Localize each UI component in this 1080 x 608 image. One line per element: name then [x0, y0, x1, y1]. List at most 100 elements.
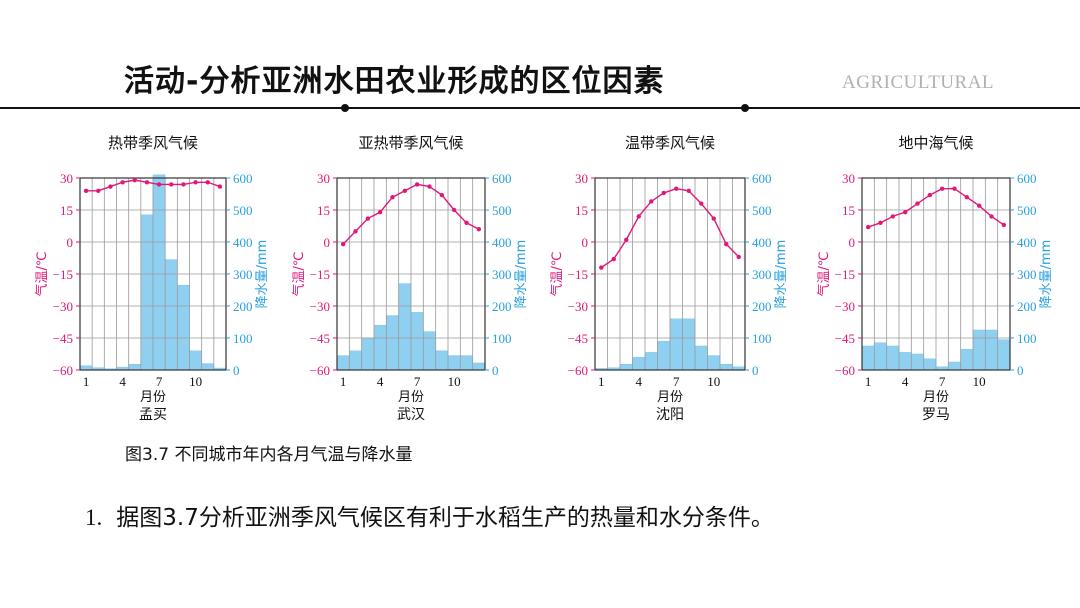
temperature-point	[464, 220, 469, 225]
temperature-point	[181, 182, 186, 187]
temperature-line	[867, 187, 1005, 228]
climate-type-title: 热带季风气候	[108, 134, 198, 152]
precipitation-bar	[423, 331, 436, 371]
precip-tick-label: 500	[492, 203, 512, 218]
temperature-point	[939, 186, 945, 191]
temp-tick-label: 0	[582, 235, 589, 250]
temperature-point	[878, 220, 883, 225]
month-axis-title: 月份	[657, 390, 683, 405]
precipitation-bar	[719, 363, 733, 371]
temp-tick-label: 0	[849, 235, 856, 250]
month-tick-label: 1	[83, 374, 90, 389]
precipitation-bar	[373, 324, 387, 371]
temp-tick-label: −15	[53, 267, 73, 282]
precipitation-bar	[79, 365, 93, 371]
temp-tick-label: −60	[568, 363, 588, 378]
precipitation-bar	[874, 342, 887, 371]
month-tick-label: 10	[448, 374, 461, 389]
precipitation-bar	[164, 259, 178, 371]
precipitation-bar	[460, 355, 473, 371]
temp-tick-label: −30	[835, 299, 855, 314]
temp-tick-label: 15	[60, 203, 73, 218]
temp-tick-label: −45	[310, 331, 330, 346]
precipitation-bar	[152, 174, 166, 371]
city-label: 沈阳	[656, 407, 684, 423]
precipitation-bar	[201, 363, 215, 371]
question-item: 1. 据图3.7分析亚洲季风气候区有利于水稻生产的热量和水分条件。	[85, 498, 774, 532]
precipitation-bar	[948, 361, 961, 371]
precipitation-bar	[177, 284, 190, 371]
temperature-point	[427, 184, 432, 189]
temp-tick-label: −45	[53, 331, 73, 346]
temperature-point	[599, 265, 604, 270]
precip-tick-label: 600	[1017, 171, 1037, 186]
precip-tick-label: 0	[492, 363, 499, 378]
month-tick-label: 7	[156, 374, 163, 389]
temp-tick-label: 30	[60, 171, 73, 186]
month-axis-title: 月份	[140, 390, 166, 405]
temp-tick-label: 15	[317, 203, 330, 218]
temperature-point	[686, 188, 691, 193]
precipitation-bar	[361, 337, 375, 371]
brand-watermark: AGRICULTURAL	[842, 72, 995, 93]
precipitation-bar	[386, 315, 399, 371]
temperature-point	[402, 188, 408, 193]
temp-axis-title: 气温/℃	[549, 252, 565, 297]
precip-tick-label: 300	[1017, 267, 1037, 282]
temp-tick-label: −45	[568, 331, 588, 346]
city-label: 孟买	[139, 407, 167, 423]
month-tick-label: 4	[902, 374, 909, 389]
precipitation-bar	[923, 358, 937, 371]
precip-tick-label: 600	[752, 171, 772, 186]
temperature-point	[390, 195, 395, 200]
precip-tick-label: 0	[233, 363, 240, 378]
precipitation-bar	[682, 318, 696, 371]
page-title: 活动-分析亚洲水田农业形成的区位因素	[124, 64, 665, 99]
precipitation-bar	[694, 345, 708, 371]
precip-axis-title: 降水量/mm	[1039, 240, 1054, 309]
temp-tick-label: −30	[310, 299, 330, 314]
precip-axis-title: 降水量/mm	[774, 240, 789, 309]
temperature-line	[600, 187, 740, 269]
month-tick-label: 7	[939, 374, 946, 389]
temperature-point	[365, 216, 371, 221]
precipitation-bar	[336, 355, 350, 371]
precipitation-bar	[632, 356, 646, 371]
city-label: 罗马	[922, 407, 950, 423]
temp-tick-label: 30	[317, 171, 330, 186]
temperature-point	[353, 229, 358, 234]
temperature-line	[342, 183, 480, 245]
precip-tick-label: 300	[752, 267, 772, 282]
header-rule-middle	[345, 107, 745, 109]
climate-chart-3: 30 15 0 −15 −30 −45 −60 600 500 400 300 200 100 0 气温/℃…	[549, 134, 789, 423]
month-tick-label: 4	[636, 374, 643, 389]
precipitation-bar	[985, 329, 998, 371]
precip-tick-label: 400	[752, 235, 772, 250]
precip-tick-label: 0	[1017, 363, 1024, 378]
city-label: 武汉	[397, 407, 425, 423]
temperature-point	[476, 227, 482, 232]
precip-tick-label: 400	[233, 235, 253, 250]
temperature-point	[649, 199, 654, 204]
month-tick-label: 10	[189, 374, 202, 389]
precip-tick-label: 100	[752, 331, 772, 346]
temperature-point	[1001, 222, 1007, 228]
temperature-point	[377, 209, 383, 215]
precip-tick-label: 200	[233, 299, 253, 314]
temperature-point	[156, 182, 162, 187]
precip-tick-label: 400	[1017, 235, 1037, 250]
temperature-point	[964, 195, 970, 200]
precipitation-bar	[472, 362, 486, 371]
month-tick-label: 4	[377, 374, 384, 389]
month-axis-title: 月份	[923, 390, 949, 405]
temperature-point	[636, 214, 641, 219]
precipitation-bar	[189, 350, 202, 371]
precipitation-bar	[349, 350, 362, 371]
precip-axis-title: 降水量/mm	[514, 240, 529, 309]
month-tick-label: 1	[340, 374, 347, 389]
precip-tick-label: 200	[492, 299, 512, 314]
precip-tick-label: 100	[1017, 331, 1037, 346]
precip-axis-title: 降水量/mm	[255, 240, 270, 309]
precip-tick-label: 500	[1017, 203, 1037, 218]
precip-tick-label: 500	[233, 203, 253, 218]
